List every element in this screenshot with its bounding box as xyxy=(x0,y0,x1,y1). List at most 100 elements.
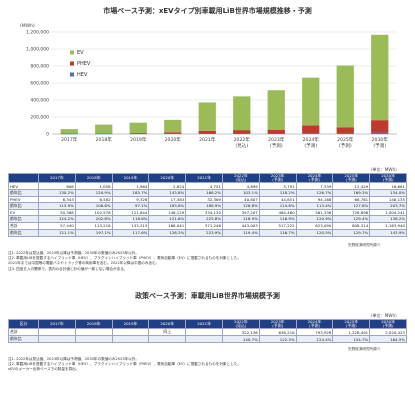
note-line: 注2. 車載用LiBを搭載するハイブリッド車（HEV）、プラグインハイブリッド車… xyxy=(8,362,241,367)
row-label: PHEV xyxy=(8,195,39,203)
table-cell: 464,460 xyxy=(258,208,297,216)
table-header-cell: 2020年 xyxy=(148,172,187,184)
table-cell: 143.9% xyxy=(369,228,407,237)
table-cell: 197.1% xyxy=(74,228,113,237)
bar-hev xyxy=(336,132,354,134)
bar-phev xyxy=(267,129,285,134)
table-row: PHEV 6,343 6,582 9,328 17,383 32,369 40,807 44,… xyxy=(8,195,407,203)
y-tick-label: 1,000,000 xyxy=(26,47,49,53)
table-cell: 203.7% xyxy=(369,201,407,210)
table-header-cell: 2023年 (予測) xyxy=(258,318,297,330)
legend-swatch xyxy=(70,50,74,55)
bar-ev xyxy=(129,122,147,134)
table-cell: 133,313 xyxy=(111,221,150,230)
bar-phev xyxy=(371,120,389,133)
table-cell: 44,851 xyxy=(258,195,297,203)
row-label: 合計 xyxy=(8,328,39,337)
table-cell: 114.8% xyxy=(258,201,297,210)
bar-phev xyxy=(198,130,216,134)
table-cell: 397,207 xyxy=(221,208,260,216)
table-cell: 108.6% xyxy=(74,201,113,210)
bar-ev xyxy=(267,90,285,130)
x-tick-label: 2021年 xyxy=(199,136,216,143)
table-cell: 113.9% xyxy=(38,201,76,210)
note-line: 注1. 2022年は見込値、2023年以降は予測値。2030年の数値のみ2025… xyxy=(8,251,139,255)
table-cell: 5,791 xyxy=(258,182,297,190)
table-cell: 126.2% xyxy=(148,228,187,237)
table-cell xyxy=(148,335,187,344)
y-tick-label: 600,000 xyxy=(30,81,49,87)
table-cell: 638,218 xyxy=(258,328,297,337)
y-tick-label: 1,200,000 xyxy=(26,30,49,36)
table-cell: 126.7% xyxy=(295,188,334,197)
note-line: 注3. 四捨五入の関係で、表内の合計値と計の値が一致しない場合がある。 xyxy=(8,266,128,271)
table-cell: 166,041 xyxy=(148,221,187,230)
note-line: xEVのメーカー出荷ベースでの数量を算出。 xyxy=(8,367,80,372)
table-cell: 1,004,241 xyxy=(369,208,407,216)
table-cell: 138.2% xyxy=(369,214,407,223)
bar-phev xyxy=(60,133,78,134)
x-tick-label: (予測) xyxy=(339,142,352,149)
bar-hev xyxy=(371,132,389,134)
table-cell: 223.9% xyxy=(185,228,223,237)
bar-ev xyxy=(302,77,320,126)
legend-swatch xyxy=(70,72,74,77)
row-label: HEV xyxy=(8,182,39,190)
table-cell xyxy=(111,335,150,344)
table-row: 前年比 121.1% 197.1% 117.6% 126.2% 223.9% 119.4% 1… xyxy=(8,228,407,237)
table-header-cell: 2019年 xyxy=(111,318,150,330)
table-header-cell: 2024年 (予測) xyxy=(295,318,334,330)
bar-phev xyxy=(129,133,147,134)
table-header-cell xyxy=(8,172,39,184)
table-cell: 808,314 xyxy=(332,221,371,230)
table-row: HEV 808 1,058 1,964 2,824 4,751 4,899 5,791 7,33… xyxy=(8,182,407,190)
table-cell: 120.9% xyxy=(74,188,113,197)
table-header-cell: 2021年 xyxy=(185,172,223,184)
market-chart-title: 市場ベース予測：xEVタイプ別車載用LiB世界市場規模推移・予測 xyxy=(103,7,312,15)
table-cell: 322,136 xyxy=(221,328,260,337)
table-cell: 97.1% xyxy=(111,201,150,210)
x-tick-label: 2020年 xyxy=(165,136,182,143)
table-header-cell: 2022年 (見込) xyxy=(221,172,260,184)
table-cell xyxy=(38,335,76,344)
bar-phev xyxy=(95,133,113,134)
table-cell xyxy=(38,328,76,337)
bar-ev xyxy=(164,119,182,133)
legend-label: EV xyxy=(77,50,84,56)
legend-swatch xyxy=(70,61,74,66)
legend-label: PHEV xyxy=(77,61,91,67)
x-tick-label: (予測) xyxy=(373,142,386,149)
table-cell: 7,339 xyxy=(295,182,334,190)
bar-hev xyxy=(302,133,320,134)
row-label: 前年比 xyxy=(8,228,39,237)
table-cell: 183.8% xyxy=(148,201,187,210)
table-cell: 16,661 xyxy=(369,182,407,190)
table-header-cell: 2019年 xyxy=(111,172,150,184)
table-cell: 169.3% xyxy=(332,188,371,197)
table-header-cell: 2025年 (予測) xyxy=(332,172,371,184)
table-cell: 117.6% xyxy=(111,228,150,237)
y-tick-label: 800,000 xyxy=(30,64,49,70)
table-cell: 118.2% xyxy=(258,188,297,197)
table-header-cell: 2021年 xyxy=(185,318,223,330)
policy-notes: 注1. 2022年は見込値、2023年以降は予測値、2030年の数値のみ2025… xyxy=(8,357,408,373)
table-cell: 119.4% xyxy=(221,228,260,237)
y-tick-label: 0 xyxy=(46,132,49,138)
row-label: 前年比 xyxy=(8,335,39,344)
table-cell: 94,168 xyxy=(295,195,334,203)
bar-ev xyxy=(233,96,251,131)
table-cell: 2,020,423 xyxy=(369,328,407,337)
x-tick-label: 2017年 xyxy=(61,136,78,143)
table-header-cell: 2020年 xyxy=(148,318,187,330)
policy-source: 矢野経済研究所調べ xyxy=(348,347,381,351)
table-cell: 129.4% xyxy=(332,214,371,223)
row-label: 前年比 xyxy=(8,188,39,197)
y-tick-label: 200,000 xyxy=(30,115,49,121)
x-tick-label: 2023年 xyxy=(268,136,285,143)
table-cell: 103.1% xyxy=(221,188,260,197)
table-cell: 4,899 xyxy=(221,182,260,190)
table-cell: 113,218 xyxy=(74,221,113,230)
table-header-cell: 2017年 xyxy=(38,172,76,184)
table-header-cell: 2030年 (予測) xyxy=(369,318,407,330)
